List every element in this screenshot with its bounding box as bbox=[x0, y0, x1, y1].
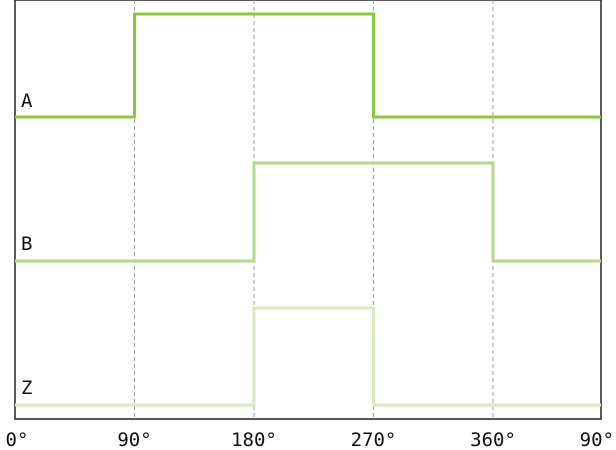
series-label-a: A bbox=[21, 90, 33, 112]
gridlines bbox=[134, 0, 494, 419]
x-tick-label: 360° bbox=[470, 429, 516, 450]
x-tick-label: 270° bbox=[351, 429, 397, 450]
waveform-b bbox=[15, 161, 601, 263]
plot-frame bbox=[14, 0, 602, 420]
series-label-z: Z bbox=[21, 377, 32, 399]
x-tick-label: 90° bbox=[117, 429, 151, 450]
x-axis-ticks: 0° 90° 180° 270° 360° 90° bbox=[6, 429, 614, 450]
waveform-z bbox=[15, 306, 601, 407]
waveforms bbox=[15, 12, 601, 407]
series-labels: A B Z bbox=[21, 90, 33, 399]
x-tick-label: 90° bbox=[580, 429, 614, 450]
waveform-a bbox=[15, 12, 601, 119]
series-label-b: B bbox=[21, 233, 32, 255]
x-tick-label: 0° bbox=[6, 429, 29, 450]
x-tick-label: 180° bbox=[231, 429, 277, 450]
